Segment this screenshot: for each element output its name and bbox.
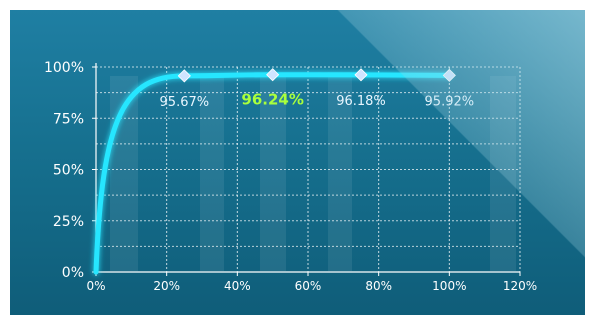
y-tick-label: 0% xyxy=(62,265,84,281)
x-tick-label: 0% xyxy=(86,279,105,293)
data-label: 95.67% xyxy=(160,95,210,110)
x-tick-label: 100% xyxy=(432,279,466,293)
backdrop-column xyxy=(200,74,224,271)
chart-panel: 0% 20% 40% 60% 80% 100% 120% 0% 25% 50% 75% 100% 95… xyxy=(10,10,585,315)
x-tick-label: 80% xyxy=(365,279,392,293)
data-label: 96.24% xyxy=(241,91,303,109)
line-chart: 0% 20% 40% 60% 80% 100% 120% 0% 25% 50% 75% 100% 95… xyxy=(44,60,537,293)
backdrop-column xyxy=(260,76,286,271)
backdrop-column xyxy=(490,76,516,271)
data-point-marker xyxy=(266,68,280,82)
label-layer: 95.67% 96.24% 96.18% 95.92% xyxy=(160,91,475,110)
series-line xyxy=(93,72,452,275)
axis-layer: 0% 20% 40% 60% 80% 100% 120% 0% 25% 50% 75% 100% xyxy=(44,60,537,293)
x-tick-label: 40% xyxy=(224,279,251,293)
data-point-marker xyxy=(442,68,456,82)
y-tick-label: 25% xyxy=(53,214,84,230)
grid-layer xyxy=(96,66,521,272)
data-point-marker xyxy=(354,68,368,82)
x-tick-label: 60% xyxy=(295,279,322,293)
y-tick-label: 50% xyxy=(53,163,84,179)
data-label: 96.18% xyxy=(336,94,386,109)
x-tick-label: 120% xyxy=(503,279,537,293)
y-tick-label: 100% xyxy=(44,60,84,76)
series-layer xyxy=(93,68,456,275)
data-label: 95.92% xyxy=(425,94,475,109)
data-point-marker xyxy=(177,69,191,83)
backdrop-column xyxy=(328,72,352,271)
y-tick-label: 75% xyxy=(53,111,84,127)
x-tick-label: 20% xyxy=(153,279,180,293)
